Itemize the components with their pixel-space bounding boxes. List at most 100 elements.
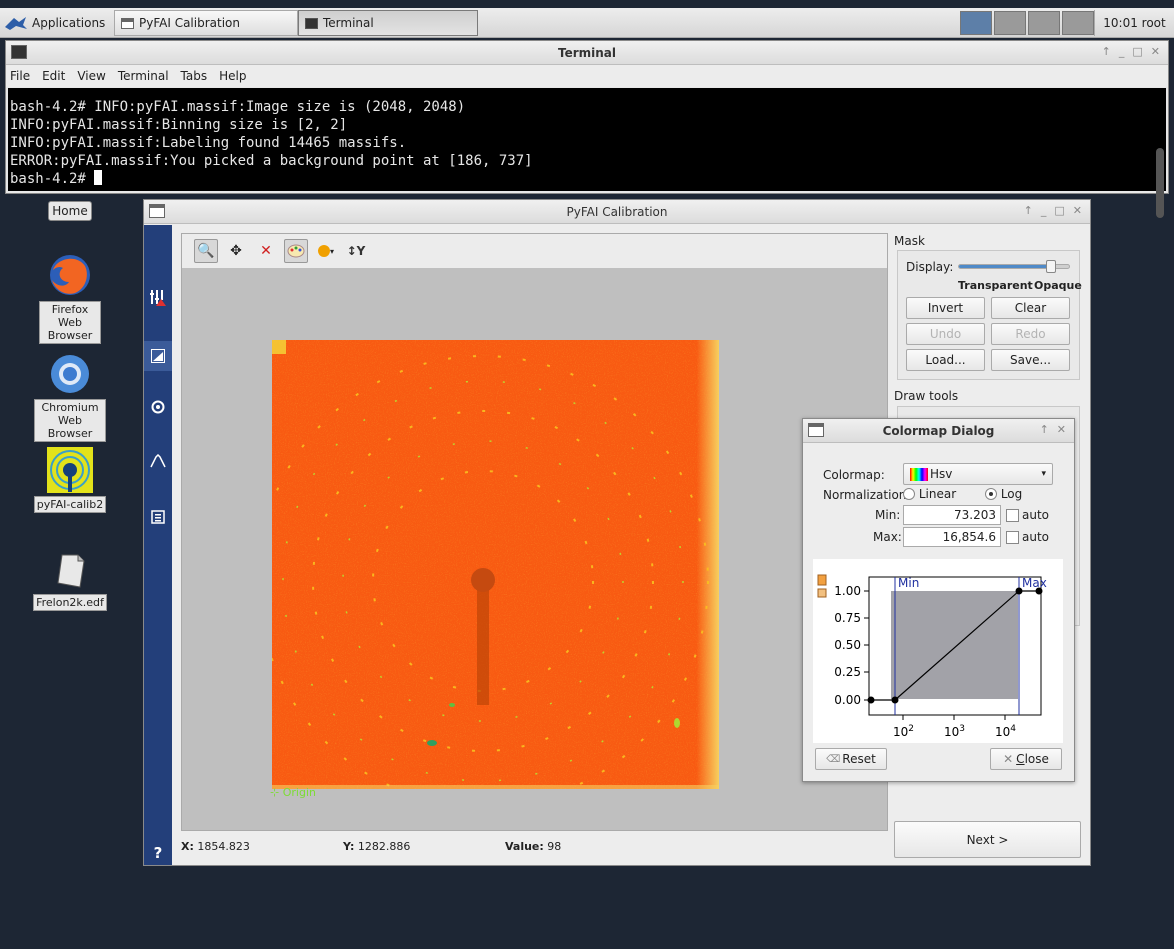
close-button[interactable]: ✕ Close [990,748,1062,770]
load-button[interactable]: Load... [906,349,985,371]
desktop-icon-firefox[interactable]: Firefox Web Browser [28,252,112,344]
mask-group: Display: Transparent Opaque Invert Clear… [897,250,1082,380]
menu-tabs[interactable]: Tabs [180,69,208,83]
minimize-icon[interactable]: _ [1118,45,1125,58]
close-icon[interactable]: ✕ [1056,423,1066,436]
window-icon [808,423,824,437]
menu-file[interactable]: File [10,69,31,83]
zoom-icon[interactable]: 🔍 [194,239,218,263]
mask-task-icon[interactable] [144,341,172,371]
next-button[interactable]: Next > [894,821,1081,858]
minimize-icon[interactable]: _ [1040,204,1047,217]
log-radio[interactable]: Log [985,487,1022,501]
curve-point [1015,587,1023,595]
status-value-number: 98 [547,839,562,853]
home-button[interactable]: Home [48,201,92,221]
workspace-1[interactable] [960,11,992,35]
hsv-swatch-icon [910,467,928,481]
y-tick-label: 0.50 [834,638,861,652]
x-tick-label: 102 [893,724,914,739]
y-axis-invert-icon[interactable]: ↕Y [346,244,366,258]
mask-color-icon[interactable]: ▾ [314,239,338,263]
task-sidebar: ? [144,225,172,865]
peak-picking-icon[interactable] [148,397,168,417]
clear-button[interactable]: Clear [991,297,1070,319]
terminal-output[interactable]: bash-4.2# INFO:pyFAI.massif:Image size i… [8,88,1166,218]
curve-point [1035,587,1043,595]
experiment-settings-icon[interactable] [148,287,168,307]
y-tick-label: 0.75 [834,611,861,625]
close-icon[interactable]: ✕ [1072,204,1082,217]
linear-radio[interactable]: Linear [903,487,956,501]
menu-edit[interactable]: Edit [42,69,66,83]
workspace-4[interactable] [1062,11,1094,35]
min-auto-checkbox[interactable] [1006,509,1019,522]
workspace-3[interactable] [1028,11,1060,35]
colormap-histogram-plot[interactable]: Min Max 1.00 0.75 0.50 0.25 0.00 [813,559,1063,743]
reset-zoom-icon[interactable]: ✕ [260,243,272,259]
display-slider[interactable] [958,260,1070,273]
terminal-titlebar[interactable]: Terminal ↑ _ □ ✕ [6,41,1168,65]
shade-icon[interactable]: ↑ [1101,45,1111,58]
maximize-icon[interactable]: □ [1054,204,1065,217]
help-icon[interactable]: ? [153,844,163,862]
close-label: Close [1016,752,1049,766]
menu-terminal[interactable]: Terminal [117,69,169,83]
pan-icon[interactable]: ✥ [230,243,242,259]
colormap-titlebar[interactable]: Colormap Dialog ↑ ✕ [803,419,1074,443]
colormap-select[interactable]: Hsv ▾ [903,463,1053,485]
colormap-icon[interactable] [284,239,308,263]
reset-icon: ⌫ [826,753,841,765]
pyfai-title: PyFAI Calibration [566,204,668,219]
integration-icon[interactable] [148,507,168,527]
window-icon [149,204,165,218]
linear-radio-icon [903,488,915,500]
max-label: Max: [873,530,902,544]
display-label: Display: [906,260,954,274]
image-plot[interactable]: 🔍 ✥ ✕ ▾ ↕Y [181,233,888,831]
max-marker-text: Max [1022,576,1047,590]
log-radio-icon [985,488,997,500]
task-pyfai[interactable]: PyFAI Calibration [114,10,298,36]
shade-icon[interactable]: ↑ [1023,204,1033,217]
desktop-icon-pyfai[interactable]: pyFAI-calib2 [28,447,112,513]
terminal-line: INFO:pyFAI.massif:Labeling found 14465 m… [10,135,407,151]
max-input[interactable]: 16,854.6 [903,527,1001,547]
shade-icon[interactable]: ↑ [1039,423,1049,436]
mask-title: Mask [894,234,925,248]
min-input[interactable]: 73.203 [903,505,1001,525]
menu-view[interactable]: View [77,69,106,83]
invert-button[interactable]: Invert [906,297,985,319]
close-icon: ✕ [1003,752,1014,766]
close-icon[interactable]: ✕ [1150,45,1160,58]
undo-button[interactable]: Undo [906,323,985,345]
curve-point [891,696,899,704]
desktop-icon-chromium[interactable]: Chromium Web Browser [28,352,112,442]
origin-marker: ⊹ Origin [270,786,316,799]
pyfai-titlebar[interactable]: PyFAI Calibration ↑ _ □ ✕ [144,200,1090,224]
applications-menu[interactable]: Applications [4,10,105,36]
pyfai-calib-icon [47,447,93,493]
terminal-line: bash-4.2# INFO:pyFAI.massif:Image size i… [10,99,466,115]
menu-help[interactable]: Help [219,69,247,83]
task-terminal[interactable]: Terminal [298,10,478,36]
save-button[interactable]: Save... [991,349,1070,371]
plot-statusbar: X: 1854.823 Y: 1282.886 Value: 98 [181,836,888,856]
terminal-scrollbar[interactable] [1156,148,1164,218]
workspace-2[interactable] [994,11,1026,35]
colormap-dialog-title: Colormap Dialog [882,423,995,438]
desktop-icon-edf[interactable]: Frelon2k.edf [28,551,112,611]
home-label: Home [52,204,88,218]
status-x-label: X: [181,839,194,853]
mapping-curve [871,590,1039,701]
range-fill [891,591,1018,699]
reset-button[interactable]: ⌫ Reset [815,748,887,770]
geometry-fit-icon[interactable] [148,451,168,471]
terminal-line: ERROR:pyFAI.massif:You picked a backgrou… [10,153,533,169]
colormap-value: Hsv [930,467,953,481]
maximize-icon[interactable]: □ [1132,45,1143,58]
diffraction-image[interactable] [272,340,719,789]
redo-button[interactable]: Redo [991,323,1070,345]
max-auto-checkbox[interactable] [1006,531,1019,544]
display-slider-handle[interactable] [1045,260,1056,273]
